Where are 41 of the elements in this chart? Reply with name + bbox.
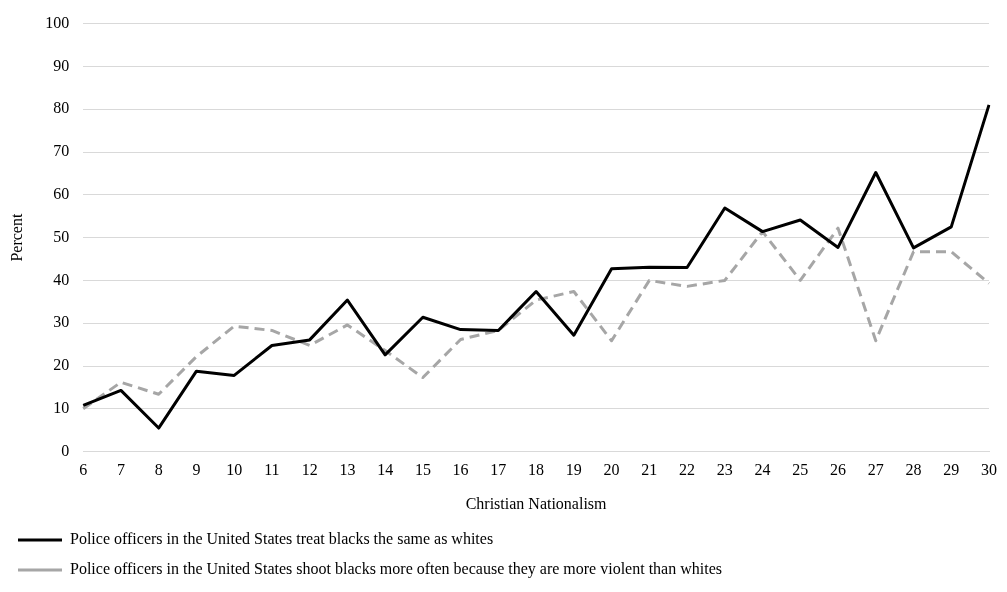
x-tick-label: 30: [981, 461, 997, 479]
y-tick-label: 30: [53, 313, 70, 331]
x-tick-label: 13: [339, 461, 356, 479]
y-tick-label: 40: [53, 270, 70, 288]
x-tick-label: 28: [905, 461, 922, 479]
x-tick-label: 15: [414, 461, 431, 479]
y-tick-label: 90: [53, 56, 70, 74]
x-tick-label: 12: [301, 461, 318, 479]
x-tick-label: 19: [565, 461, 582, 479]
x-tick-label: 9: [192, 461, 201, 479]
y-tick-label: 20: [53, 356, 70, 374]
x-axis-title: Christian Nationalism: [465, 494, 608, 512]
line-series: [81, 226, 991, 411]
x-tick-label: 11: [264, 461, 280, 479]
y-tick-label: 50: [53, 227, 70, 245]
y-tick-label: 100: [45, 13, 70, 31]
y-tick-label: 80: [53, 99, 70, 117]
x-tick-label: 7: [116, 461, 125, 479]
x-tick-label: 23: [716, 461, 733, 479]
x-tick-label: 16: [452, 461, 469, 479]
x-tick-label: 27: [867, 461, 884, 479]
x-tick-label: 25: [792, 461, 809, 479]
x-tick-label: 26: [830, 461, 847, 479]
x-tick-label: 24: [754, 461, 771, 479]
y-tick-label: 60: [53, 185, 70, 202]
legend-label: Police officers in the United States shoot blacks more often because they are more violent than whites: [70, 560, 722, 579]
y-tick-label: 10: [53, 399, 70, 416]
x-tick-label: 20: [603, 461, 620, 479]
y-axis-title: Percent: [7, 213, 25, 262]
x-tick-label: 10: [226, 461, 243, 479]
x-tick-label: 29: [943, 461, 960, 479]
x-tick-label: 22: [679, 461, 696, 479]
x-tick-label: 21: [641, 461, 658, 479]
y-tick-label: 70: [53, 142, 70, 160]
y-tick-label: 0: [61, 441, 70, 459]
x-tick-label: 18: [528, 461, 545, 479]
legend-label: Police officers in the United States treat blacks the same as whites: [70, 530, 494, 548]
x-tick-label: 14: [377, 461, 394, 479]
x-tick-label: 17: [490, 461, 507, 479]
x-tick-label: 6: [79, 461, 88, 479]
x-tick-label: 8: [154, 461, 163, 479]
